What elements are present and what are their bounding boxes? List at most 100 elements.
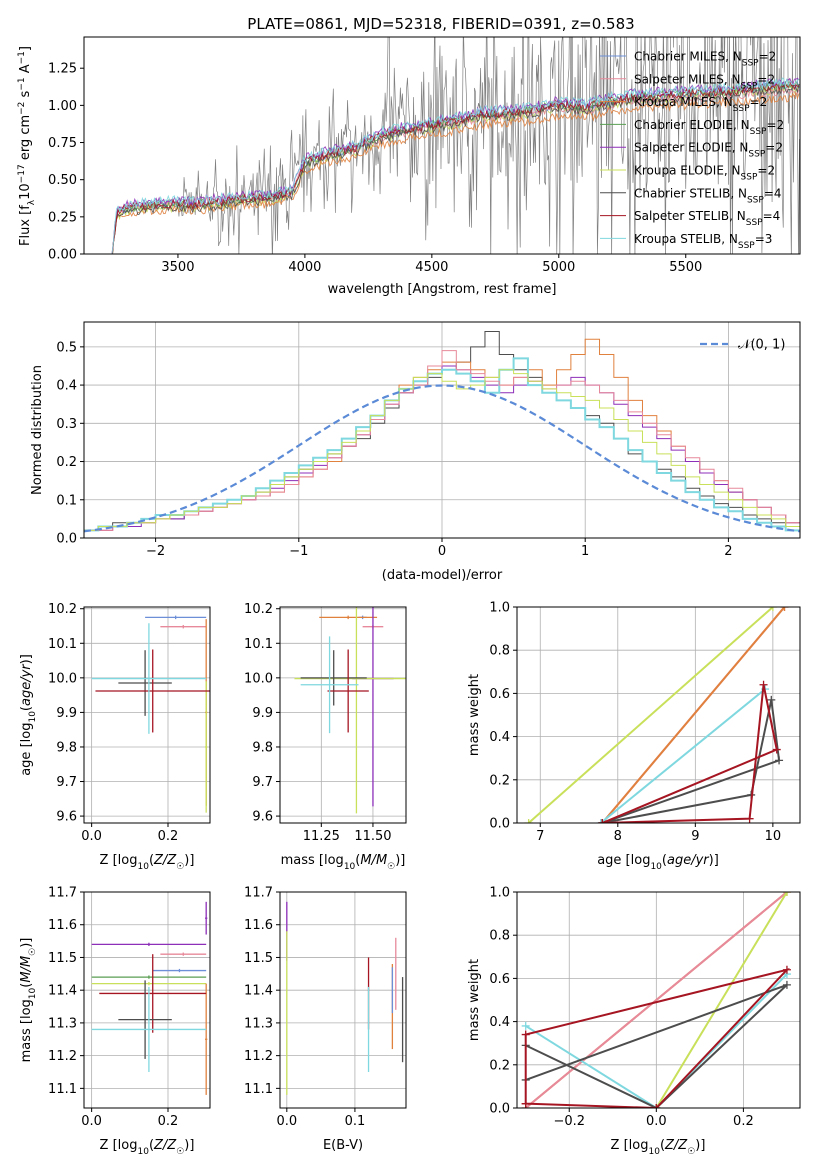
weight-marker xyxy=(767,695,776,704)
y-tick-label: 11.3 xyxy=(244,1016,273,1031)
x-axis-label: E(B-V) xyxy=(323,1138,363,1153)
x-tick-label: 5500 xyxy=(669,260,702,275)
y-tick-label: 9.9 xyxy=(56,706,77,721)
y-tick-label: 9.7 xyxy=(252,775,273,790)
legend-label: Salpeter ELODIE, NSSP=2 xyxy=(634,141,783,160)
y-tick-label: 0.4 xyxy=(489,1015,510,1030)
histogram-series xyxy=(84,357,800,532)
x-tick-label: 11.50 xyxy=(354,829,391,844)
plot-area xyxy=(294,607,406,814)
weight-marker xyxy=(782,965,791,974)
y-tick-label: 0.0 xyxy=(489,1102,510,1117)
x-tick-label: 3500 xyxy=(161,260,194,275)
x-tick-label: −2 xyxy=(146,544,165,559)
y-tick-label: 0.75 xyxy=(48,136,77,151)
y-tick-label: 11.2 xyxy=(244,1049,273,1064)
axes-frame xyxy=(83,606,211,824)
x-tick-label: 1 xyxy=(581,544,589,559)
axes-z-weight: −0.2 0.0 0.2 0.0 0.2 0.4 0.6 0.8 1.0 xyxy=(489,886,801,1129)
y-tick-label: 0.50 xyxy=(48,173,77,188)
y-tick-label: 0.2 xyxy=(489,1058,510,1073)
y-tick-label: 0.1 xyxy=(56,493,77,508)
y-tick-label: 0.0 xyxy=(56,532,77,547)
y-tick-label: 0.6 xyxy=(489,687,510,702)
axes-frame xyxy=(279,891,407,1109)
y-tick-label: 0.2 xyxy=(489,773,510,788)
y-tick-label: 11.7 xyxy=(244,886,273,901)
y-axis-label: age [log10(age/yr)] xyxy=(19,654,38,776)
y-tick-label: 11.5 xyxy=(48,951,77,966)
y-tick-label: 11.4 xyxy=(48,984,77,999)
y-tick-label: 10.1 xyxy=(48,637,77,652)
x-tick-label: 10 xyxy=(765,829,782,844)
histogram-series xyxy=(84,369,800,531)
legend-label: Salpeter MILES, NSSP=2 xyxy=(634,72,775,91)
y-tick-label: 1.0 xyxy=(489,886,510,901)
y-tick-label: 0.6 xyxy=(489,972,510,987)
legend-label: Kroupa STELIB, NSSP=3 xyxy=(634,232,772,251)
y-tick-label: 9.8 xyxy=(56,740,77,755)
weight-marker xyxy=(521,1099,530,1108)
x-axis-label: age [log10(age/yr)] xyxy=(597,853,719,872)
y-axis-label: Normed distribution xyxy=(30,365,45,495)
weight-marker xyxy=(521,1030,530,1039)
y-tick-label: 10.1 xyxy=(244,637,273,652)
y-tick-label: 0.4 xyxy=(56,379,77,394)
y-tick-label: 11.3 xyxy=(48,1016,77,1031)
y-tick-label: 11.6 xyxy=(244,918,273,933)
x-tick-label: 11.25 xyxy=(303,829,340,844)
x-tick-label: 8 xyxy=(614,829,622,844)
weight-series xyxy=(655,892,788,1108)
y-tick-label: 9.7 xyxy=(56,775,77,790)
y-tick-label: 11.5 xyxy=(244,951,273,966)
y-tick-label: 11.4 xyxy=(244,984,273,999)
axes-residuals: −2 −1 0 1 2 0.0 0.1 0.2 0.3 0.4 0.5 xyxy=(56,321,801,559)
y-tick-label: 0.8 xyxy=(489,929,510,944)
x-tick-label: 0.0 xyxy=(276,1114,297,1129)
weight-series xyxy=(525,973,788,1108)
y-tick-label: 9.6 xyxy=(252,810,273,825)
x-tick-label: 0.0 xyxy=(646,1114,667,1129)
y-tick-label: 0.25 xyxy=(48,210,77,225)
y-tick-label: 1.00 xyxy=(48,99,77,114)
y-tick-label: 10.0 xyxy=(48,671,77,686)
spectrum-legend: Chabrier MILES, NSSP=2 Salpeter MILES, NS… xyxy=(600,50,784,251)
x-axis-label: mass [log10(M/M☉)] xyxy=(281,853,406,872)
normal-curve xyxy=(84,384,800,533)
weight-series xyxy=(601,607,786,823)
y-axis-label: mass [log10(M/M☉)] xyxy=(19,938,38,1063)
plot-area xyxy=(111,37,800,254)
legend-label: Chabrier MILES, NSSP=2 xyxy=(634,50,776,69)
x-axis-label: (data-model)/error xyxy=(382,568,503,583)
weight-series xyxy=(601,684,778,823)
axes-mass-age: 11.25 11.50 9.6 9.7 9.8 9.9 10.0 10.1 10.2 xyxy=(244,602,407,844)
x-tick-label: 0.2 xyxy=(158,1114,179,1129)
y-tick-label: 9.8 xyxy=(252,740,273,755)
weight-series xyxy=(527,607,774,823)
axes-spectrum: 3500 4000 4500 5000 5500 0.00 0.25 0.50 0.75 1.00… xyxy=(48,36,801,275)
x-axis-label: wavelength [Angstrom, rest frame] xyxy=(328,282,557,297)
y-tick-label: 0.00 xyxy=(48,248,77,263)
x-tick-label: 0.1 xyxy=(345,1114,366,1129)
axes-ebv-mass: 0.0 0.1 11.1 11.2 11.3 11.4 11.5 11.6 11.7 xyxy=(244,886,407,1129)
model-spectrum xyxy=(111,79,800,254)
plot-area xyxy=(84,331,800,533)
y-tick-label: 11.1 xyxy=(244,1082,273,1097)
x-tick-label: −0.2 xyxy=(553,1114,585,1129)
y-tick-label: 0.8 xyxy=(489,644,510,659)
y-tick-label: 11.1 xyxy=(48,1082,77,1097)
y-tick-label: 9.9 xyxy=(252,706,273,721)
y-axis-label: Flux [fλ10−17 erg cm−2 s−1 A−1] xyxy=(17,46,37,246)
x-tick-label: 0.2 xyxy=(733,1114,754,1129)
y-tick-label: 11.7 xyxy=(48,886,77,901)
axes-age-weight: 7 8 9 10 0.0 0.2 0.4 0.6 0.8 1.0 xyxy=(489,601,801,844)
x-tick-label: 4000 xyxy=(288,260,321,275)
y-tick-label: 1.0 xyxy=(489,601,510,616)
weight-marker xyxy=(745,814,754,823)
x-axis-label: Z [log10(Z/Z☉)] xyxy=(100,1138,195,1157)
x-axis-label: Z [log10(Z/Z☉)] xyxy=(100,853,195,872)
x-axis-label: Z [log10(Z/Z☉)] xyxy=(611,1138,706,1157)
legend-label: Kroupa MILES, NSSP=2 xyxy=(634,95,767,114)
y-tick-label: 10.0 xyxy=(244,671,273,686)
weight-marker xyxy=(652,1104,661,1108)
